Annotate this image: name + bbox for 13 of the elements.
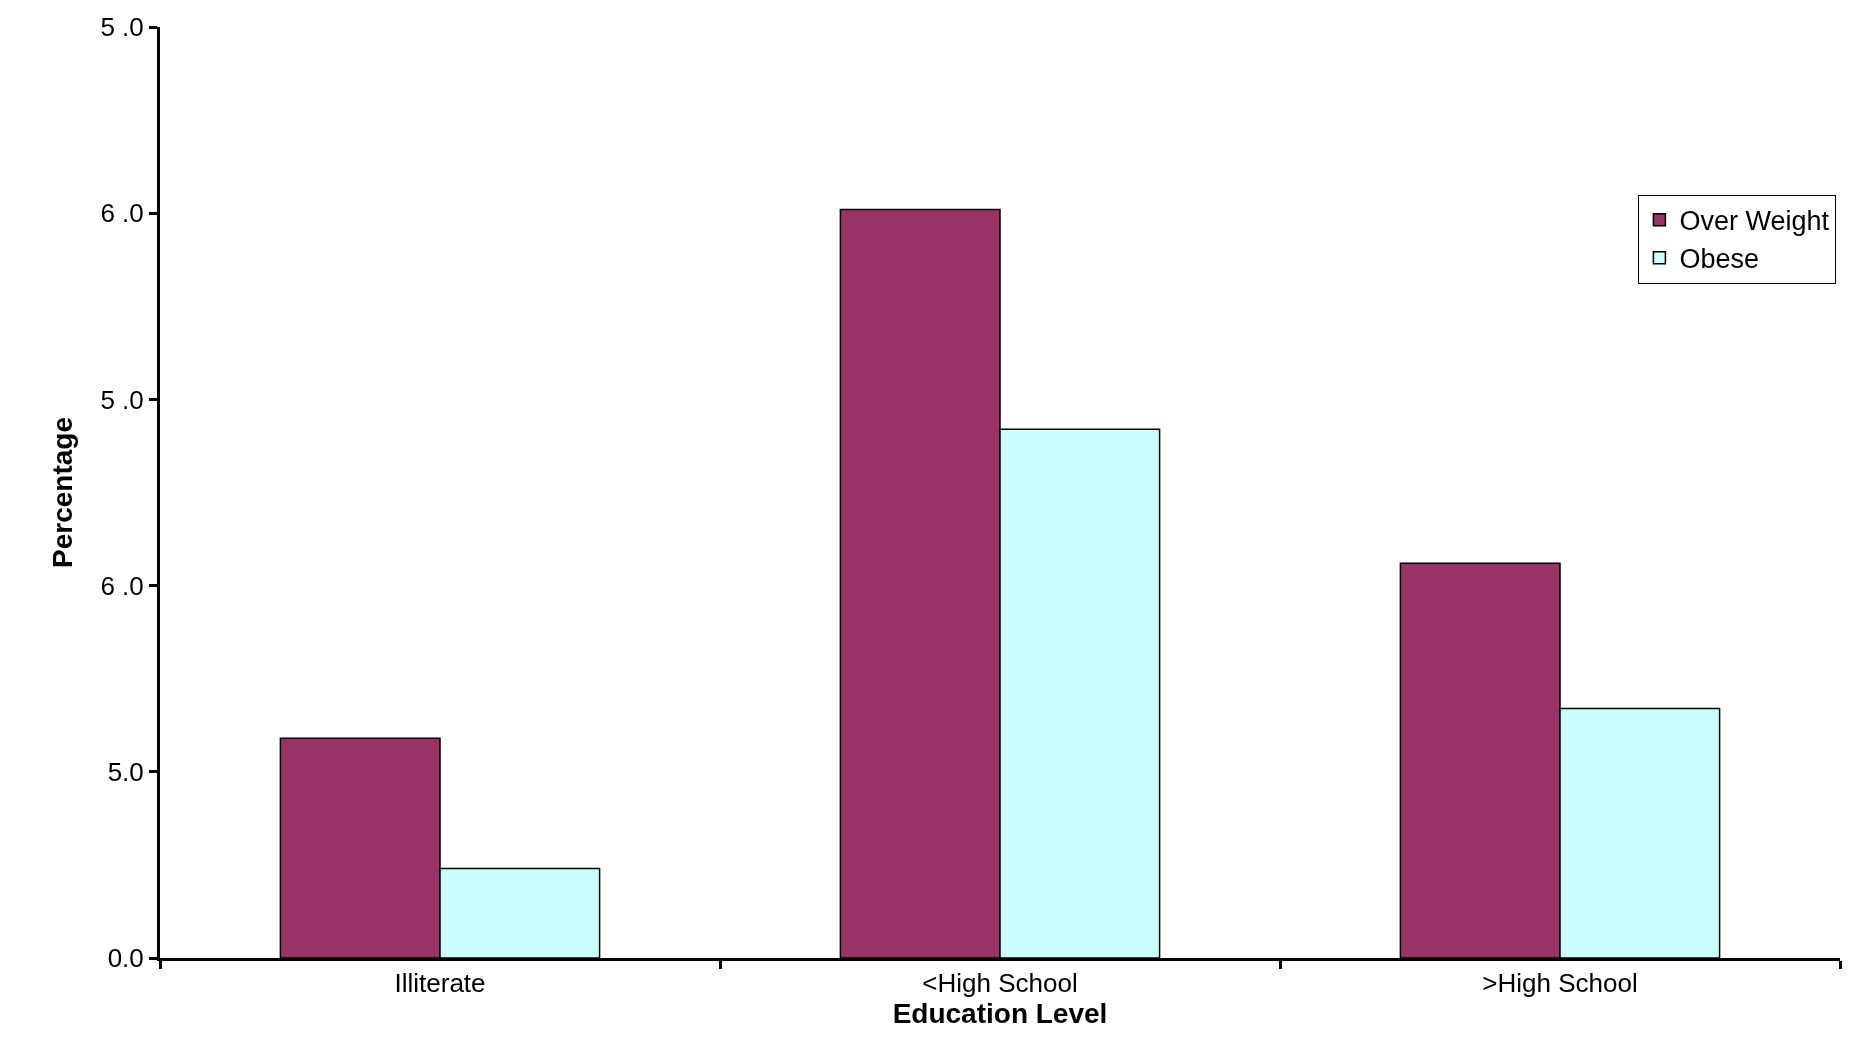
y-tick-label: 5 .0: [100, 12, 144, 43]
y-tick-label: 6 .0: [100, 198, 144, 229]
legend-label: Over Weight: [1679, 206, 1830, 237]
y-tick-label: 5.0: [107, 756, 144, 787]
x-axis-title: Education Level: [892, 998, 1108, 1030]
y-axis-title: Percentage: [47, 417, 79, 568]
legend-label: Obese: [1679, 244, 1759, 275]
y-tick-label: 0.0: [107, 943, 144, 974]
x-tick-label: Illiterate: [394, 968, 486, 999]
y-tick-label: 6 .0: [100, 570, 144, 601]
y-tick-label: 5 .0: [100, 384, 144, 415]
x-tick-label: <High School: [922, 968, 1078, 999]
x-tick-label: >High School: [1482, 968, 1638, 999]
